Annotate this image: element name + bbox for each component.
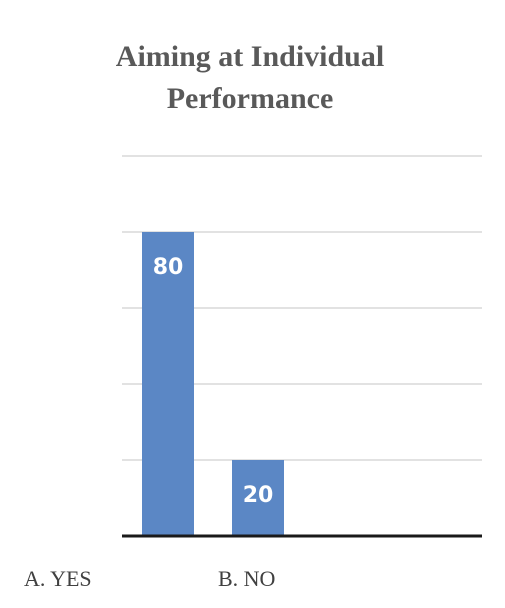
category-label-2: B. NO (218, 566, 275, 591)
bar-2 (232, 460, 284, 536)
bars (142, 232, 284, 536)
data-label-1: 80 (153, 255, 184, 280)
chart-title-line-1: Aiming at Individual (116, 40, 384, 73)
data-label-2: 20 (243, 483, 274, 508)
chart-title-line-2: Performance (167, 82, 334, 115)
category-label-1: A. YES (24, 566, 92, 591)
category-labels: A. YES B. NO (24, 566, 275, 591)
bar-1 (142, 232, 194, 536)
data-labels: 80 20 (153, 255, 274, 508)
